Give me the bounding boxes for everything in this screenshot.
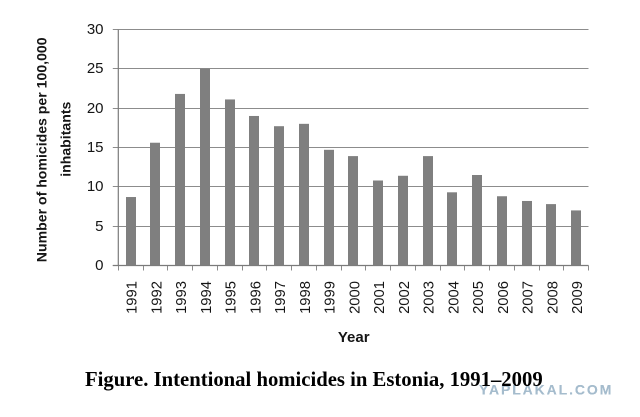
svg-text:1997: 1997 [273, 281, 289, 314]
svg-text:0: 0 [95, 257, 103, 274]
svg-text:Year: Year [338, 329, 370, 346]
svg-text:YAPLAKAL.COM: YAPLAKAL.COM [479, 382, 613, 398]
svg-text:2002: 2002 [397, 281, 413, 314]
svg-text:2008: 2008 [545, 281, 561, 314]
svg-text:Figure. Intentional homicides: Figure. Intentional homicides in Estonia… [85, 369, 543, 391]
svg-text:2006: 2006 [496, 281, 512, 314]
svg-text:30: 30 [87, 21, 104, 38]
svg-text:1998: 1998 [298, 281, 314, 314]
svg-text:Number of homicides per 100,00: Number of homicides per 100,000 [33, 37, 49, 262]
svg-text:1999: 1999 [323, 281, 339, 314]
svg-text:2009: 2009 [570, 281, 586, 314]
svg-text:25: 25 [87, 60, 104, 77]
svg-text:5: 5 [95, 218, 103, 235]
svg-text:1994: 1994 [199, 281, 215, 314]
svg-text:2003: 2003 [422, 281, 438, 314]
svg-text:15: 15 [87, 139, 104, 156]
svg-text:20: 20 [87, 100, 104, 117]
svg-text:1996: 1996 [248, 281, 264, 314]
svg-text:1991: 1991 [125, 281, 141, 314]
svg-text:2007: 2007 [521, 281, 537, 314]
svg-text:1992: 1992 [149, 281, 165, 314]
svg-text:YAPLAKAL.COM: YAPLAKAL.COM [479, 382, 613, 398]
svg-text:10: 10 [87, 178, 104, 195]
svg-text:2004: 2004 [446, 281, 462, 314]
svg-text:2000: 2000 [347, 281, 363, 314]
svg-text:2001: 2001 [372, 281, 388, 314]
svg-text:1995: 1995 [224, 281, 240, 314]
svg-text:1993: 1993 [174, 281, 190, 314]
svg-text:2005: 2005 [471, 281, 487, 314]
svg-text:inhabitants: inhabitants [57, 101, 73, 176]
